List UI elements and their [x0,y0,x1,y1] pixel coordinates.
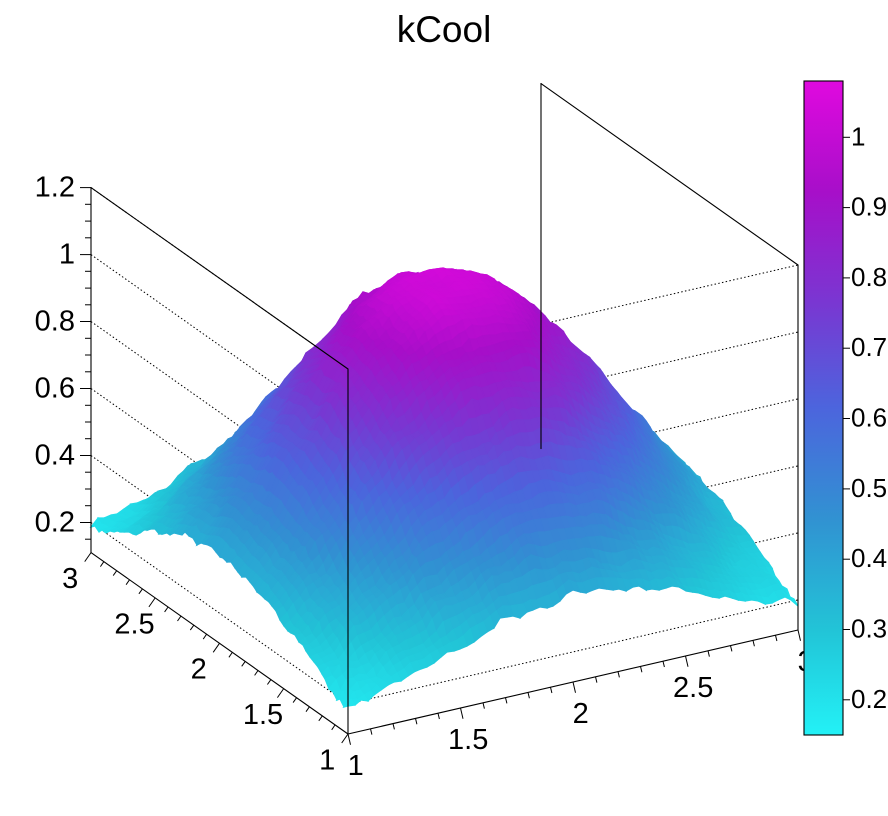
svg-text:2: 2 [573,698,589,730]
svg-text:1: 1 [59,239,75,271]
svg-text:1: 1 [851,121,865,151]
svg-text:0.5: 0.5 [851,473,887,503]
svg-text:3: 3 [62,563,78,595]
svg-text:2: 2 [191,654,207,686]
svg-text:0.8: 0.8 [851,262,887,292]
svg-text:0.6: 0.6 [35,373,75,405]
svg-text:kCool: kCool [397,9,492,50]
svg-text:0.2: 0.2 [851,684,887,714]
svg-text:0.3: 0.3 [851,614,887,644]
svg-text:1: 1 [348,750,364,782]
svg-text:0.4: 0.4 [851,543,887,573]
svg-text:2.5: 2.5 [114,608,154,640]
svg-text:1: 1 [319,744,335,776]
svg-text:1.2: 1.2 [35,172,75,204]
svg-text:2.5: 2.5 [673,672,713,704]
svg-text:0.6: 0.6 [851,403,887,433]
svg-text:0.2: 0.2 [35,507,75,539]
svg-text:0.9: 0.9 [851,192,887,222]
svg-text:0.4: 0.4 [35,440,75,472]
svg-text:0.8: 0.8 [35,306,75,338]
svg-text:0.7: 0.7 [851,332,887,362]
svg-text:1.5: 1.5 [448,724,488,756]
svg-text:1.5: 1.5 [243,699,283,731]
